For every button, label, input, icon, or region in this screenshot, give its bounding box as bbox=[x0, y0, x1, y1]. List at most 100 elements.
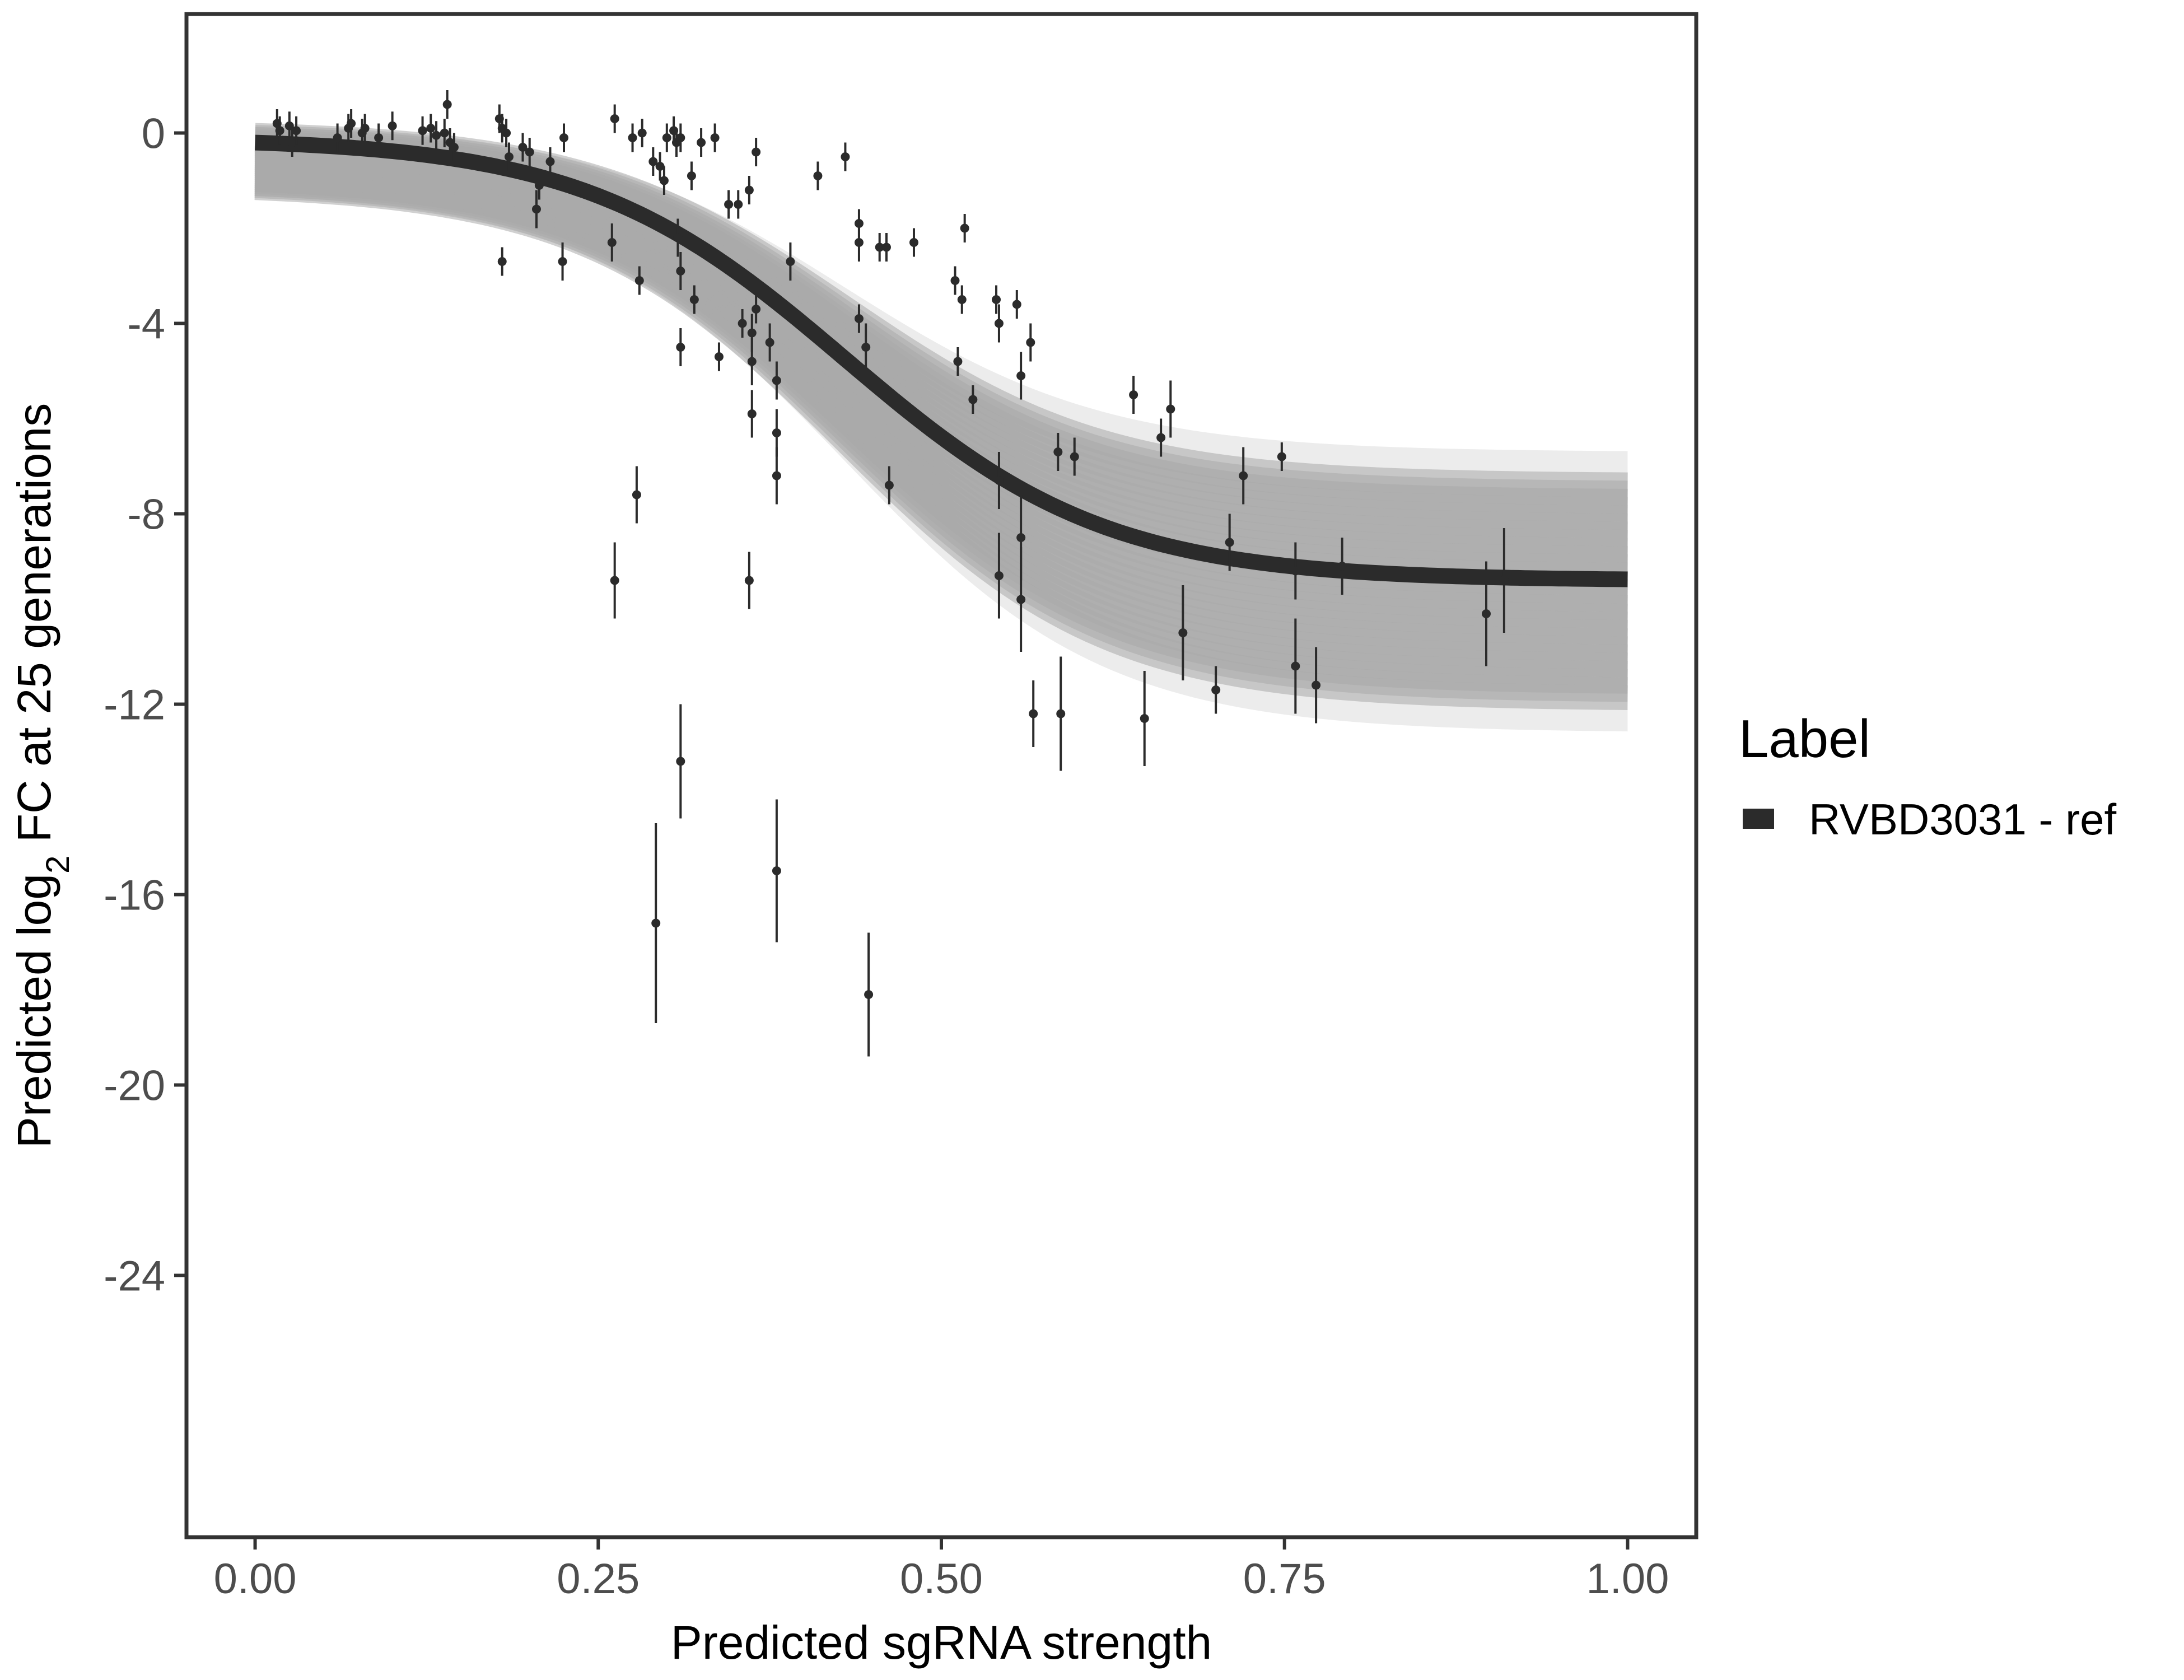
data-point bbox=[607, 223, 617, 262]
data-point bbox=[1312, 647, 1321, 724]
data-point bbox=[1070, 437, 1079, 476]
point-marker bbox=[854, 238, 864, 247]
posterior-draw-line bbox=[254, 123, 1628, 497]
data-point bbox=[648, 147, 658, 176]
point-marker bbox=[960, 223, 969, 233]
data-point bbox=[449, 133, 459, 162]
data-point bbox=[994, 533, 1004, 619]
legend-entry-label: RVBD3031 - ref bbox=[1809, 795, 2116, 844]
x-tick-label: 0.50 bbox=[900, 1555, 983, 1603]
data-point bbox=[710, 123, 720, 152]
point-marker bbox=[875, 242, 884, 252]
point-marker bbox=[1012, 300, 1021, 309]
point-marker bbox=[687, 171, 696, 180]
point-marker bbox=[861, 343, 871, 352]
y-axis-title-subscript: 2 bbox=[40, 856, 76, 874]
y-axis-title-pre: Predicted log bbox=[8, 874, 60, 1148]
y-tick-label: -24 bbox=[104, 1253, 165, 1300]
data-point bbox=[545, 147, 555, 176]
point-marker bbox=[1239, 471, 1248, 480]
point-marker bbox=[994, 319, 1004, 328]
data-point bbox=[747, 390, 757, 438]
point-marker bbox=[545, 157, 555, 166]
data-point bbox=[747, 338, 757, 385]
data-point bbox=[628, 123, 637, 152]
point-marker bbox=[1026, 338, 1035, 347]
point-marker bbox=[747, 357, 757, 366]
point-marker bbox=[676, 757, 685, 766]
y-tick-label: -16 bbox=[104, 872, 165, 920]
data-point bbox=[724, 190, 734, 219]
data-point bbox=[854, 223, 864, 262]
y-tick-label: -20 bbox=[104, 1062, 165, 1110]
point-marker bbox=[710, 133, 720, 142]
point-marker bbox=[655, 162, 665, 171]
point-marker bbox=[333, 133, 342, 142]
point-marker bbox=[632, 490, 641, 500]
data-point bbox=[440, 119, 449, 147]
point-marker bbox=[752, 305, 761, 314]
y-tick-label: -8 bbox=[127, 491, 165, 539]
point-marker bbox=[284, 121, 294, 130]
y-axis-title: Predicted log2 FC at 25 generations bbox=[8, 403, 76, 1148]
data-point bbox=[655, 152, 665, 181]
data-point bbox=[772, 447, 781, 505]
point-marker bbox=[442, 100, 452, 109]
data-point bbox=[659, 166, 669, 195]
point-marker bbox=[772, 471, 781, 480]
point-marker bbox=[662, 133, 671, 142]
point-marker bbox=[1016, 533, 1026, 542]
data-point bbox=[676, 123, 685, 152]
data-point bbox=[957, 285, 967, 314]
point-marker bbox=[659, 176, 669, 185]
point-marker bbox=[374, 133, 384, 142]
point-marker bbox=[734, 200, 743, 209]
data-point bbox=[610, 104, 619, 133]
point-marker bbox=[950, 276, 960, 285]
point-marker bbox=[1277, 452, 1286, 461]
point-marker bbox=[634, 276, 644, 285]
point-marker bbox=[676, 267, 685, 276]
data-point bbox=[744, 552, 754, 609]
data-point bbox=[284, 111, 294, 141]
data-point bbox=[1225, 514, 1234, 571]
data-point bbox=[634, 266, 644, 295]
data-point bbox=[861, 323, 871, 371]
data-point bbox=[1016, 352, 1026, 400]
data-point bbox=[1239, 447, 1248, 505]
point-marker bbox=[697, 138, 706, 147]
x-tick-label: 0.75 bbox=[1243, 1555, 1326, 1603]
data-point bbox=[994, 452, 1004, 509]
point-marker bbox=[637, 128, 647, 138]
data-point bbox=[1012, 290, 1021, 319]
x-tick-label: 0.25 bbox=[557, 1555, 640, 1603]
point-marker bbox=[502, 128, 511, 138]
data-point bbox=[347, 109, 356, 138]
point-marker bbox=[1337, 562, 1347, 571]
data-point bbox=[1482, 561, 1491, 666]
point-marker bbox=[497, 257, 507, 266]
point-marker bbox=[449, 143, 459, 152]
point-marker bbox=[558, 257, 567, 266]
fit-curve-layer bbox=[255, 134, 1628, 587]
data-point bbox=[881, 233, 891, 262]
point-marker bbox=[841, 152, 850, 161]
data-point bbox=[909, 228, 918, 257]
data-point bbox=[676, 704, 685, 819]
point-marker bbox=[1140, 714, 1149, 723]
point-marker bbox=[388, 121, 397, 130]
point-marker bbox=[1166, 404, 1175, 414]
panel-border bbox=[184, 12, 1698, 1539]
point-marker bbox=[1016, 371, 1026, 380]
y-axis: 0 -4 -8 -12 -16 -20 -24 bbox=[104, 110, 186, 1300]
data-point bbox=[1277, 442, 1286, 471]
data-points-layer bbox=[272, 90, 1509, 1057]
data-point bbox=[531, 190, 541, 228]
point-marker bbox=[610, 576, 619, 585]
data-point bbox=[673, 218, 683, 257]
data-point bbox=[744, 176, 754, 204]
data-point bbox=[1337, 538, 1347, 595]
data-point bbox=[1140, 671, 1149, 766]
data-point bbox=[786, 242, 795, 281]
